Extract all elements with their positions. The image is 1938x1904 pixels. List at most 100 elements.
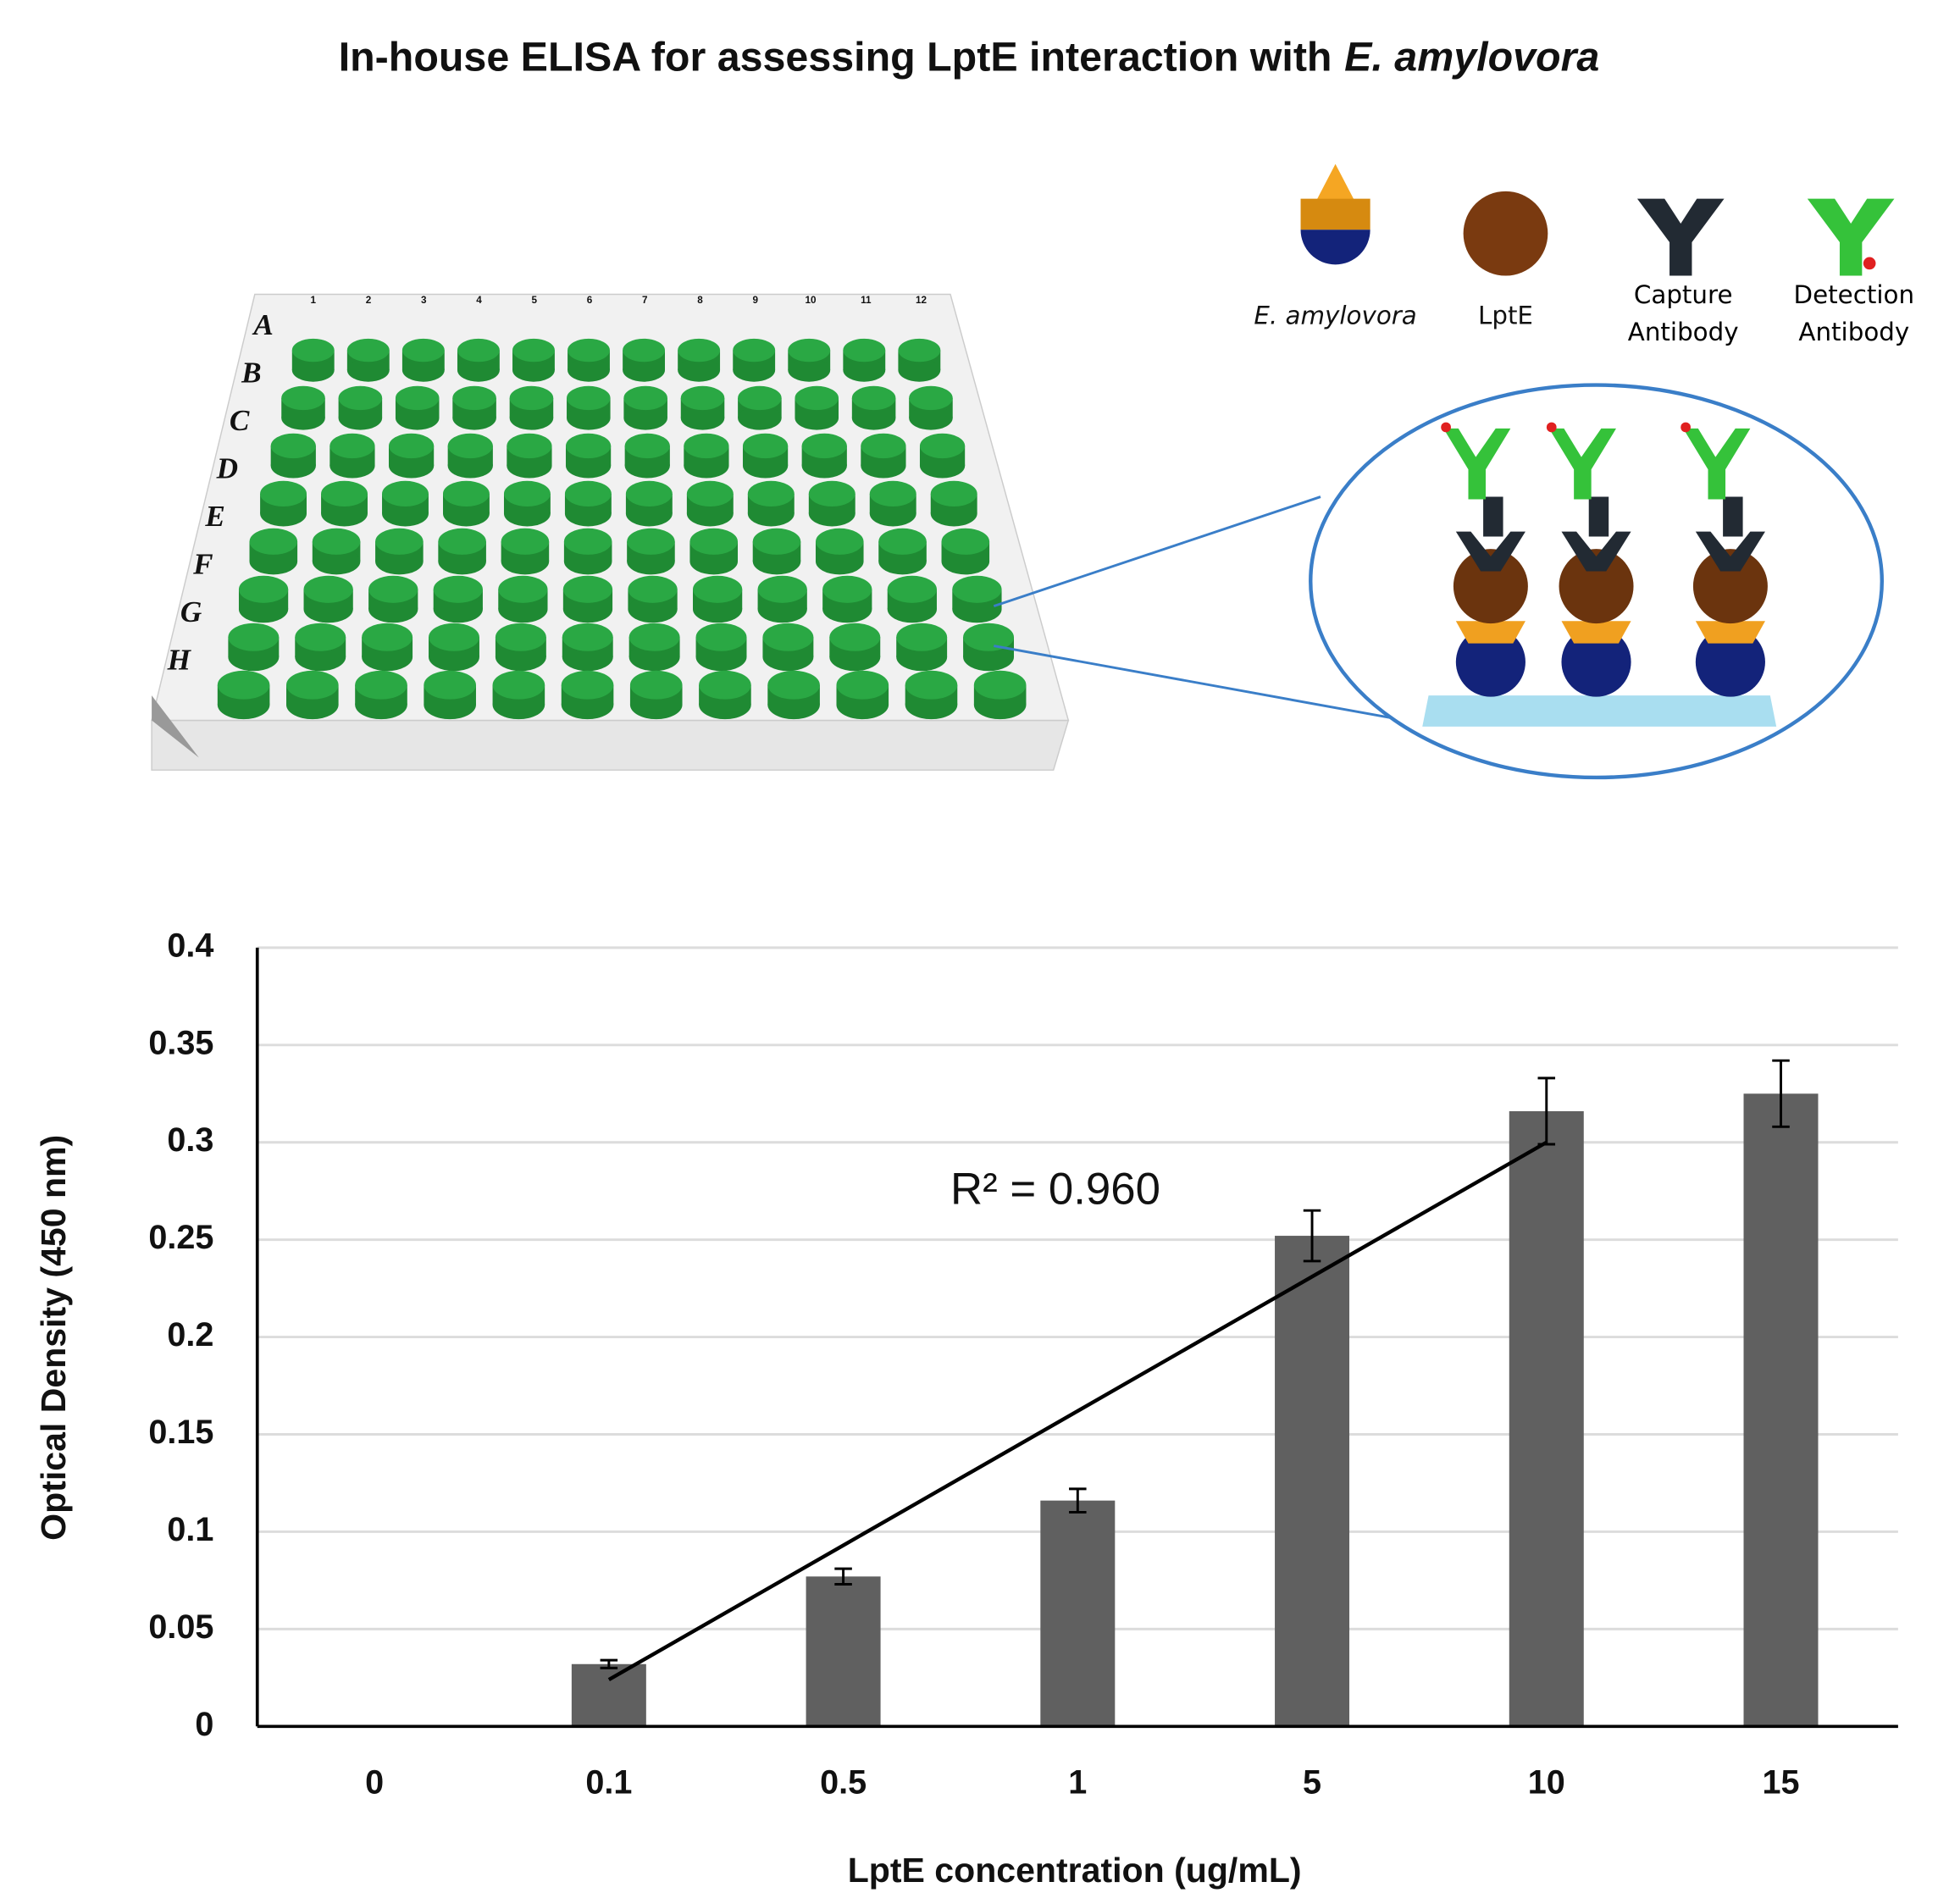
well-top bbox=[695, 623, 747, 651]
well-side bbox=[563, 548, 612, 575]
well-side bbox=[808, 501, 855, 527]
well-top bbox=[568, 338, 610, 363]
well-top bbox=[808, 480, 855, 506]
y-tick-label: 0.05 bbox=[148, 1608, 213, 1646]
well-top bbox=[507, 433, 552, 459]
well-side bbox=[492, 690, 545, 720]
lpte bbox=[1453, 549, 1528, 624]
label-dot bbox=[1546, 422, 1557, 433]
well-side bbox=[680, 406, 725, 430]
legend-icons bbox=[1300, 163, 1895, 276]
well-side bbox=[321, 501, 368, 527]
well-top bbox=[452, 385, 496, 411]
well-side bbox=[429, 643, 479, 672]
well-side bbox=[693, 595, 743, 623]
well-top bbox=[329, 433, 375, 459]
well-side bbox=[303, 595, 353, 623]
well-top bbox=[562, 575, 613, 603]
error-bar bbox=[834, 1567, 852, 1586]
legend-label: E. amylovora bbox=[1254, 301, 1416, 329]
well-top bbox=[429, 623, 479, 651]
well-top bbox=[905, 670, 958, 700]
well-side bbox=[695, 643, 747, 672]
title-text: In-house ELISA for assessing LptE intera… bbox=[339, 34, 1332, 80]
column-label: 9 bbox=[753, 295, 759, 306]
well-top bbox=[963, 623, 1014, 651]
well-top bbox=[733, 338, 776, 363]
well-side bbox=[869, 501, 916, 527]
well-side bbox=[919, 453, 966, 479]
row-label: G bbox=[180, 595, 202, 628]
well-top bbox=[495, 623, 546, 651]
well-top bbox=[457, 338, 500, 363]
lpte bbox=[1559, 549, 1634, 624]
well-side bbox=[498, 595, 548, 623]
well-side bbox=[822, 595, 872, 623]
y-tick-label: 0.1 bbox=[167, 1511, 213, 1548]
well-side bbox=[228, 643, 280, 672]
well-top bbox=[684, 433, 729, 459]
well-top bbox=[447, 433, 493, 459]
well-top bbox=[433, 575, 483, 603]
well-side bbox=[501, 548, 550, 575]
well-top bbox=[627, 528, 675, 555]
well-top bbox=[438, 528, 486, 555]
column-label: 3 bbox=[421, 295, 427, 306]
well-top bbox=[395, 385, 440, 411]
stacks bbox=[1441, 422, 1768, 697]
well-top bbox=[788, 338, 831, 363]
legend-label: Capture Antibody bbox=[1627, 279, 1739, 347]
well-side bbox=[495, 643, 546, 672]
well-top bbox=[699, 670, 751, 700]
column-label: 10 bbox=[806, 295, 817, 306]
well-top bbox=[952, 575, 1002, 603]
bacterium-cap bbox=[1455, 621, 1525, 644]
well-side bbox=[562, 595, 613, 623]
detection-antibody bbox=[1443, 428, 1511, 500]
well-top bbox=[909, 385, 953, 411]
well-top bbox=[878, 528, 927, 555]
well-top bbox=[238, 575, 289, 603]
well-top bbox=[898, 338, 941, 363]
detection-antibody bbox=[1807, 198, 1895, 276]
well-top bbox=[382, 480, 429, 506]
well-side bbox=[561, 690, 614, 720]
well-side bbox=[699, 690, 751, 720]
well-top bbox=[509, 385, 554, 411]
well-side bbox=[952, 595, 1002, 623]
well-top bbox=[291, 338, 335, 363]
row-label: C bbox=[230, 404, 250, 437]
column-label: 5 bbox=[531, 295, 537, 306]
well-side bbox=[963, 643, 1014, 672]
well-top bbox=[564, 480, 612, 506]
well-side bbox=[291, 358, 335, 382]
well-top bbox=[501, 528, 550, 555]
well-top bbox=[295, 623, 346, 651]
well-side bbox=[930, 501, 977, 527]
error-bar bbox=[1772, 1059, 1790, 1128]
well-side bbox=[281, 406, 325, 430]
y-axis-title: Optical Density (450 nm) bbox=[34, 1135, 73, 1541]
well-side bbox=[861, 453, 906, 479]
well-top bbox=[498, 575, 548, 603]
well-side bbox=[260, 501, 307, 527]
well-top bbox=[338, 385, 383, 411]
well-top bbox=[693, 575, 743, 603]
figure-title: In-house ELISA for assessing LptE intera… bbox=[339, 34, 1600, 80]
well-top bbox=[375, 528, 424, 555]
bar bbox=[1275, 1236, 1350, 1727]
x-tick-label: 10 bbox=[1528, 1764, 1565, 1802]
well-top bbox=[919, 433, 966, 459]
well-side bbox=[438, 548, 486, 575]
zoom-line bbox=[993, 495, 1321, 607]
well-side bbox=[286, 690, 339, 720]
bar bbox=[1509, 1110, 1584, 1727]
well-top bbox=[628, 575, 678, 603]
x-axis-title: LptE concentration (ug/mL) bbox=[848, 1851, 1302, 1890]
well-side bbox=[564, 501, 612, 527]
well-side bbox=[270, 453, 316, 479]
label-dot bbox=[1863, 257, 1876, 270]
well-side bbox=[905, 690, 958, 720]
well-top bbox=[941, 528, 990, 555]
drop-bottom bbox=[1300, 230, 1370, 265]
